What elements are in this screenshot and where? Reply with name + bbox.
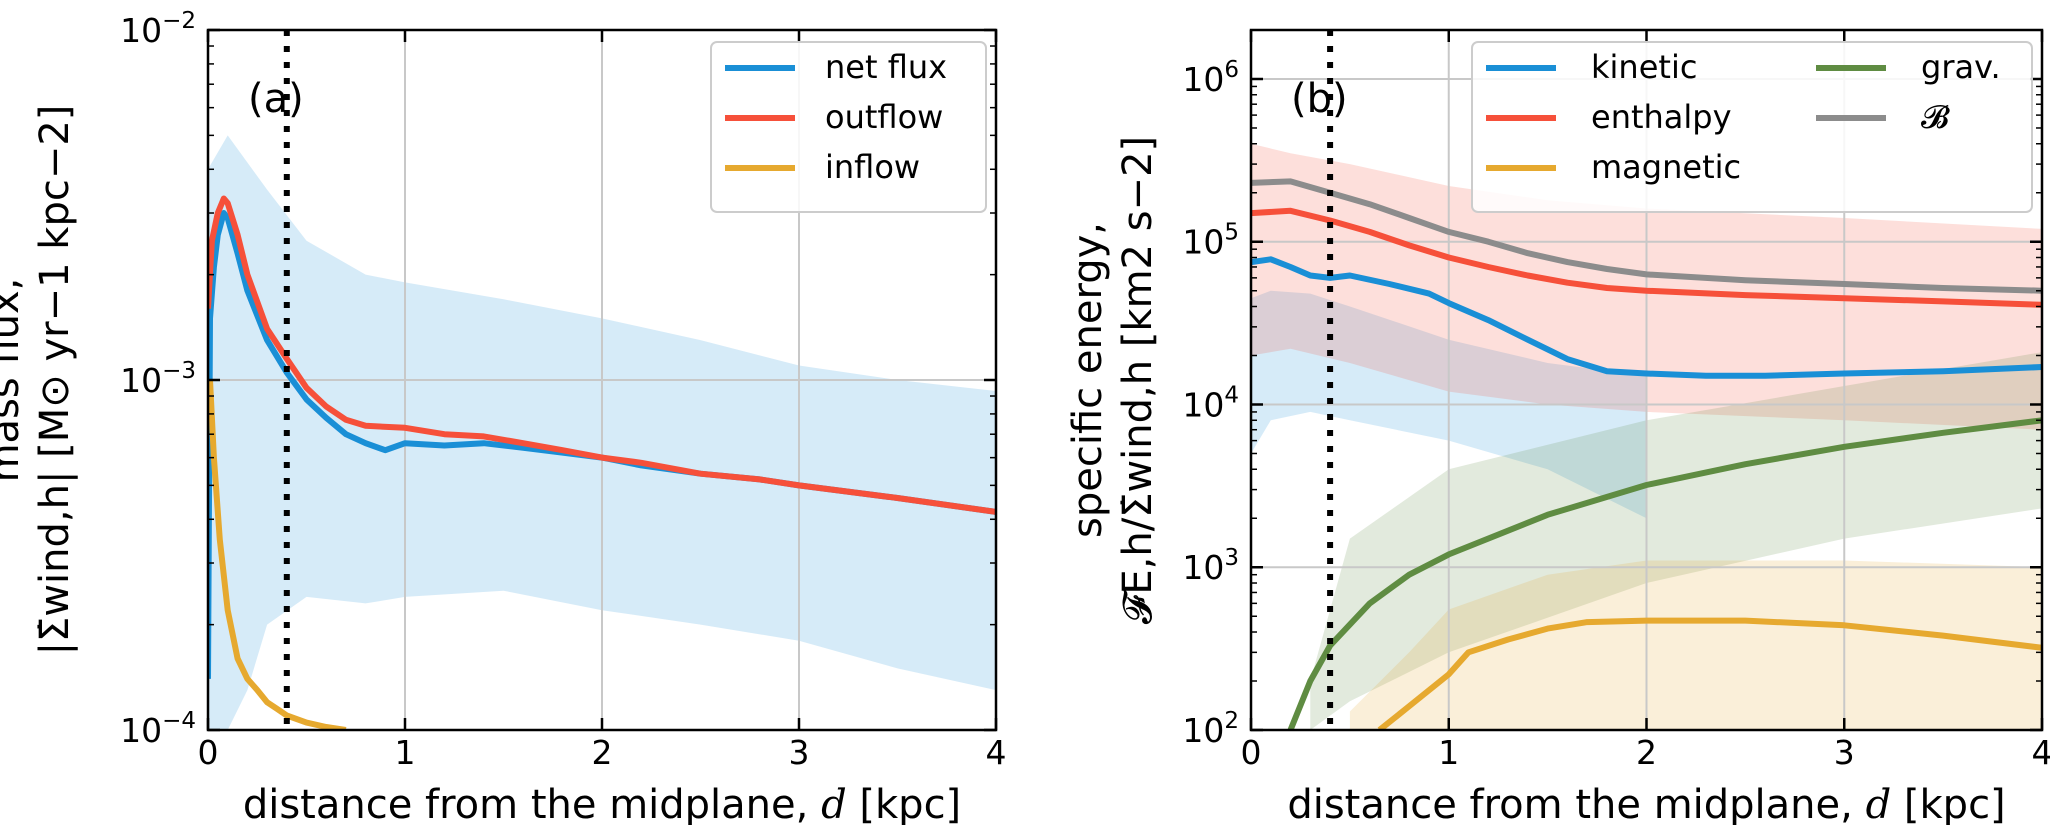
x-tick-label: 4 — [2032, 733, 2050, 772]
panel-b-series-line-3 — [1287, 417, 2042, 730]
panel-b-series-line-1 — [1251, 207, 2042, 308]
panel-a-series-line-2 — [208, 379, 347, 730]
panel-b-series-line-2 — [1377, 617, 2042, 730]
x-tick-label: 2 — [1636, 733, 1657, 772]
y-tick-label: 105 — [1182, 220, 1239, 262]
y-tick-label: 10−2 — [120, 8, 196, 50]
panel-a-x-axis-label: distance from the midplane, d [kpc] — [243, 782, 961, 825]
legend-label: enthalpy — [1591, 98, 1732, 136]
legend-label: kinetic — [1591, 48, 1697, 86]
x-tick-label: 3 — [1834, 733, 1855, 772]
panel-b: 0 1 2 3 4 102 103 104 105 106 (b) distance from t… — [1065, 28, 2050, 825]
panel-a-label: (a) — [248, 76, 304, 122]
y-tick-label: 106 — [1182, 57, 1239, 99]
legend-label: net flux — [825, 48, 947, 86]
panel-b-series — [1251, 178, 2042, 730]
panel-b-series-line-0 — [1251, 256, 2042, 379]
panel-a-y-axis-label-line2: |Σ̇wind,h| [M⊙ yr−1 kpc−2] — [32, 105, 78, 656]
panel-a-ticks: 0 1 2 3 4 10−4 10−3 10−2 — [120, 8, 1006, 772]
legend-label: 𝓑 — [1921, 98, 1950, 136]
x-tick-label: 0 — [198, 733, 219, 772]
panel-b-y-axis-label-line2: 𝓕E,h/Σ̇wind,h [km2 s−2] — [1115, 136, 1161, 624]
y-tick-label: 10−4 — [120, 708, 196, 750]
panel-a-legend: net flux outflow inflow — [710, 41, 987, 213]
y-tick-label: 103 — [1182, 545, 1239, 587]
panel-a-grid — [208, 30, 996, 730]
panel-a-y-axis-label-line1: mass flux, — [0, 278, 28, 483]
legend-label: magnetic — [1591, 148, 1741, 186]
y-tick-label: 104 — [1182, 382, 1239, 424]
legend-box — [1471, 41, 2033, 213]
legend-label: grav. — [1921, 48, 2001, 86]
x-tick-label: 0 — [1241, 733, 1262, 772]
panel-b-label: (b) — [1291, 76, 1348, 122]
panel-b-ticks: 0 1 2 3 4 102 103 104 105 106 — [1182, 30, 2050, 772]
panel-b-y-axis-label-line1: specific energy, — [1065, 222, 1111, 538]
x-tick-label: 1 — [395, 733, 416, 772]
x-tick-label: 3 — [789, 733, 810, 772]
x-tick-label: 2 — [592, 733, 613, 772]
y-tick-label: 102 — [1182, 708, 1239, 750]
x-tick-label: 1 — [1438, 733, 1459, 772]
legend-label: outflow — [825, 98, 943, 136]
panel-b-band-3 — [1349, 560, 2042, 730]
panel-b-series-line-4 — [1251, 178, 2042, 294]
y-tick-label: 10−3 — [120, 358, 196, 400]
panel-a-series — [208, 195, 996, 730]
legend-label: inflow — [825, 148, 920, 186]
panel-b-x-axis-label: distance from the midplane, d [kpc] — [1287, 782, 2005, 825]
panel-a-series-line-1 — [208, 195, 996, 515]
panel-b-legend: kinetic enthalpy magnetic grav. 𝓑 — [1471, 41, 2033, 213]
x-tick-label: 4 — [986, 733, 1007, 772]
panel-a: 0 1 2 3 4 10−4 10−3 10−2 (a) distance from the … — [0, 8, 1007, 825]
